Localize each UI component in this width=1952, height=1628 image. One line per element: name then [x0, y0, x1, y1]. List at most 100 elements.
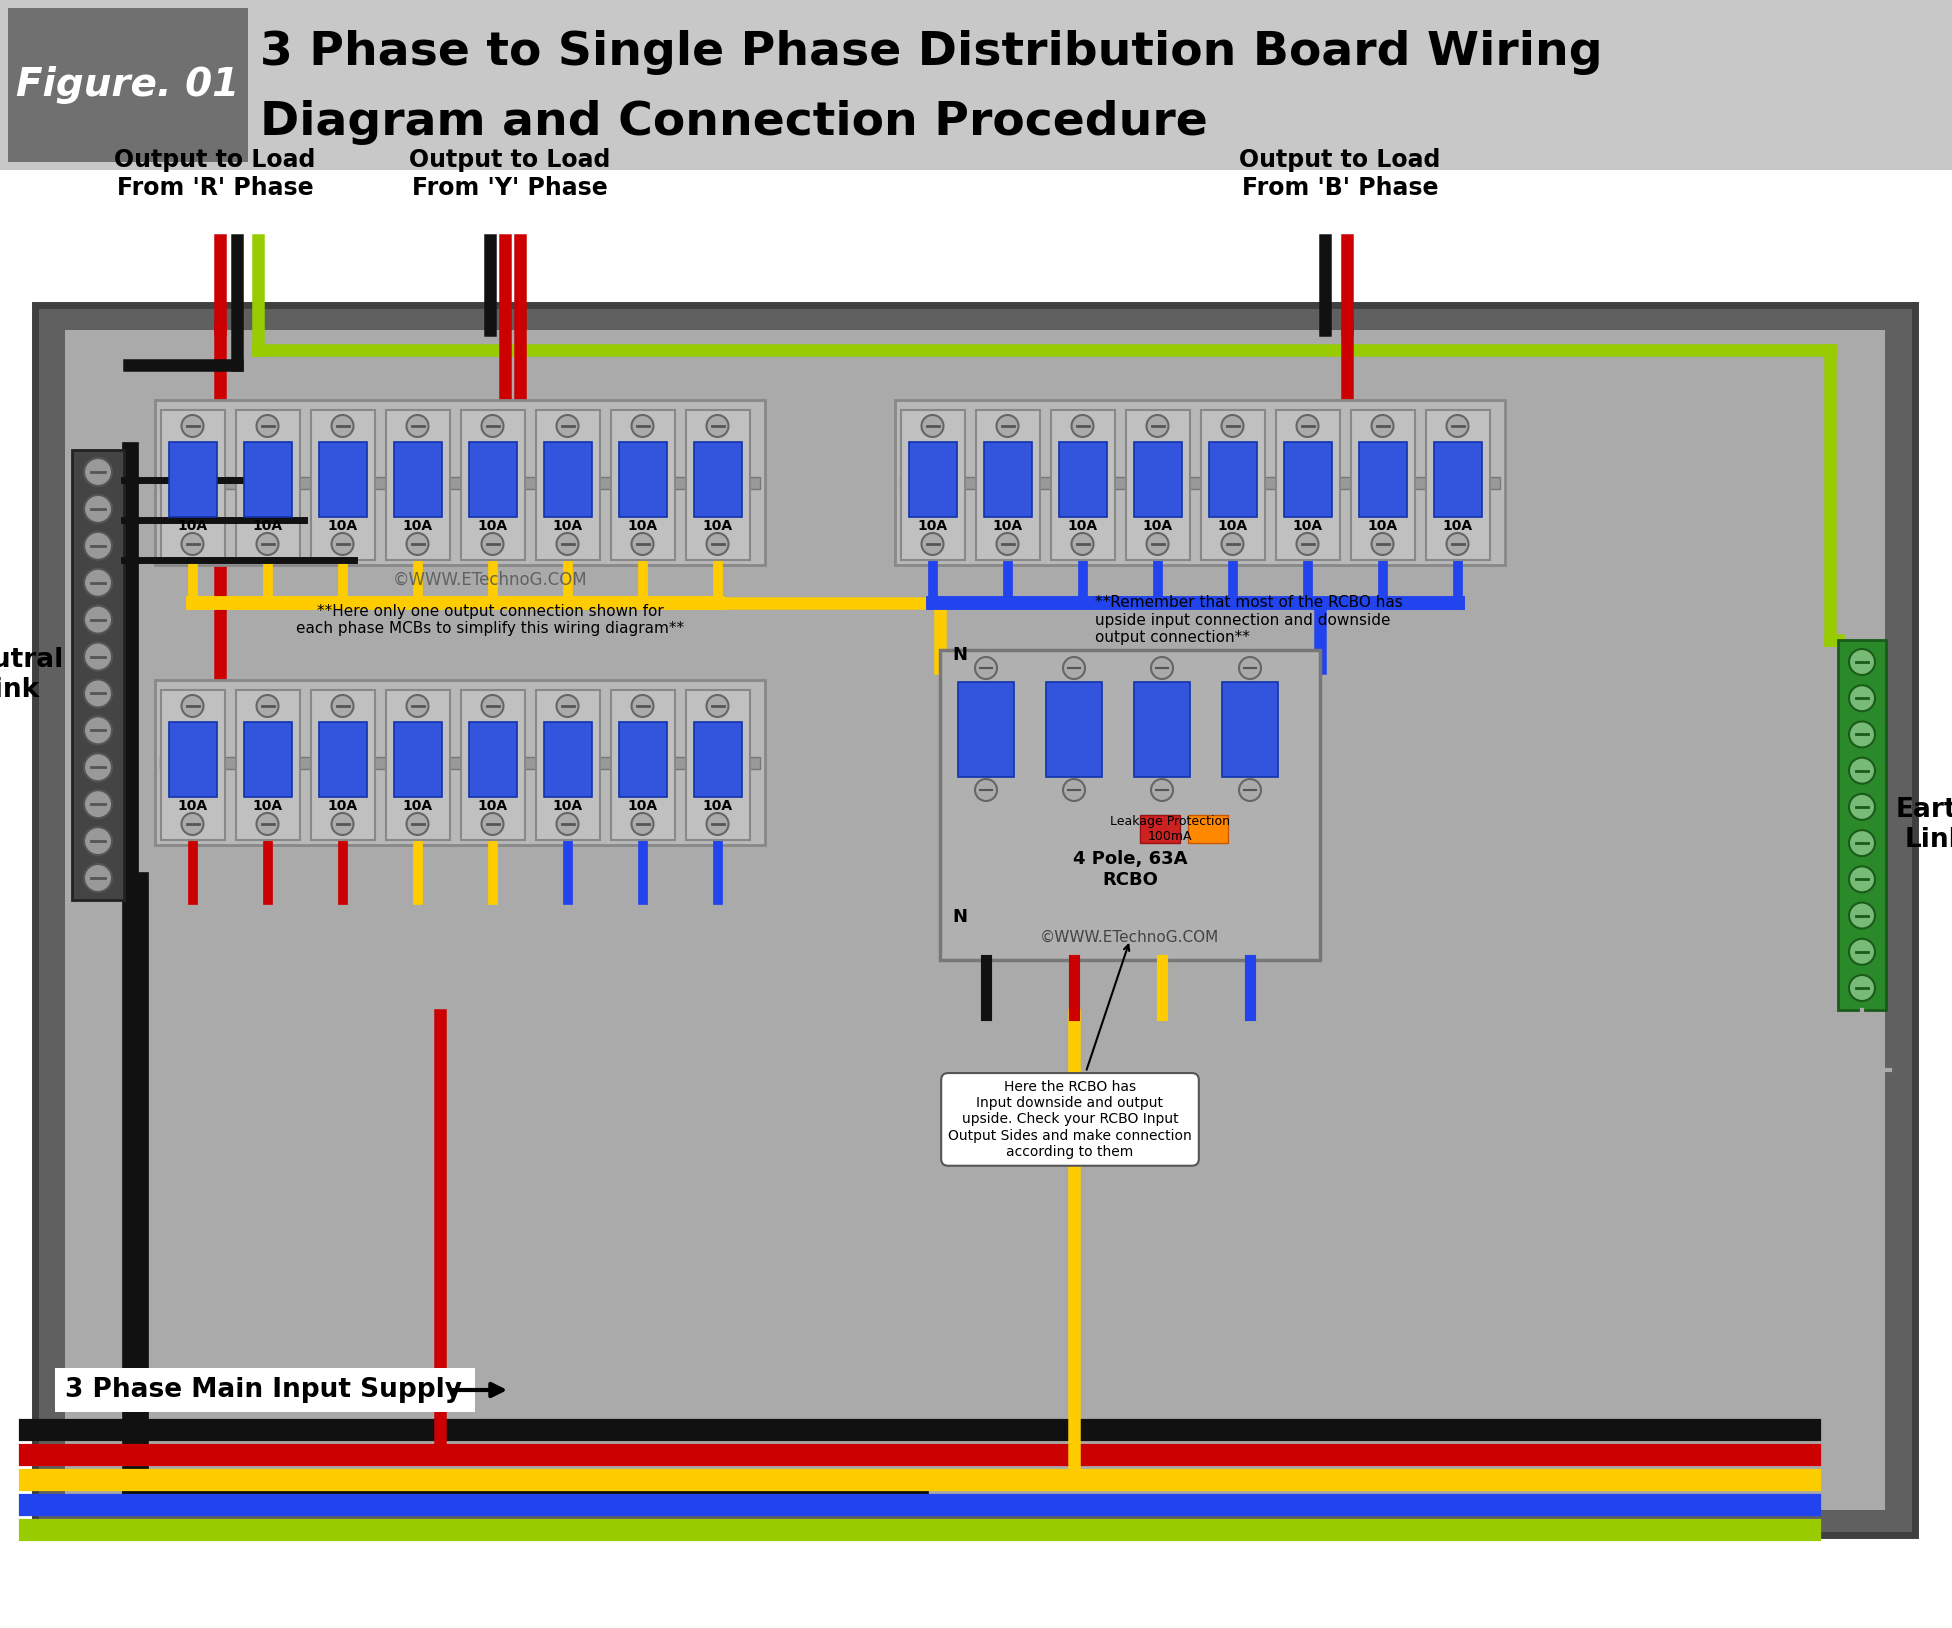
Bar — [900, 410, 964, 560]
Text: 10A: 10A — [178, 519, 207, 532]
Text: **Remember that most of the RCBO has
upside input connection and downside
output: **Remember that most of the RCBO has ups… — [1095, 596, 1403, 645]
Circle shape — [1240, 780, 1261, 801]
Circle shape — [1849, 650, 1876, 676]
Bar — [461, 690, 525, 840]
Text: 10A: 10A — [627, 519, 658, 532]
Circle shape — [182, 415, 203, 436]
Bar — [941, 650, 1320, 961]
Bar — [0, 0, 1952, 169]
Text: 10A: 10A — [178, 799, 207, 812]
Bar — [35, 304, 1915, 1535]
Text: 10A: 10A — [1443, 519, 1472, 532]
Bar — [310, 690, 375, 840]
Bar — [1359, 441, 1407, 518]
Circle shape — [84, 679, 111, 708]
Circle shape — [182, 695, 203, 716]
Bar — [244, 721, 291, 798]
Circle shape — [1849, 866, 1876, 892]
Bar — [900, 477, 1499, 488]
Circle shape — [707, 695, 728, 716]
Bar — [1134, 441, 1181, 518]
Bar — [468, 441, 517, 518]
Circle shape — [256, 532, 279, 555]
Bar — [1126, 410, 1189, 560]
Circle shape — [1072, 532, 1093, 555]
Circle shape — [1296, 415, 1318, 436]
Circle shape — [84, 532, 111, 560]
Bar — [236, 410, 299, 560]
Bar — [385, 690, 449, 840]
Text: 10A: 10A — [478, 799, 508, 812]
Bar — [1200, 410, 1265, 560]
Text: 10A: 10A — [1292, 519, 1323, 532]
Circle shape — [406, 695, 429, 716]
Bar — [619, 721, 666, 798]
Bar — [984, 441, 1031, 518]
Bar — [1046, 682, 1103, 777]
Circle shape — [1146, 415, 1169, 436]
Circle shape — [632, 415, 654, 436]
Text: 10A: 10A — [328, 799, 357, 812]
Circle shape — [1296, 532, 1318, 555]
Text: Earth
Link: Earth Link — [1895, 798, 1952, 853]
Circle shape — [182, 532, 203, 555]
Bar — [685, 410, 750, 560]
Circle shape — [1372, 415, 1394, 436]
Bar — [619, 441, 666, 518]
Text: 10A: 10A — [1368, 519, 1398, 532]
Circle shape — [1152, 780, 1173, 801]
Circle shape — [84, 754, 111, 781]
Circle shape — [84, 864, 111, 892]
Circle shape — [482, 695, 504, 716]
Text: 10A: 10A — [1218, 519, 1247, 532]
Bar — [236, 690, 299, 840]
Bar — [1275, 410, 1339, 560]
Text: 10A: 10A — [402, 799, 433, 812]
Circle shape — [1072, 415, 1093, 436]
Bar — [908, 441, 956, 518]
Bar — [1839, 640, 1886, 1009]
Circle shape — [921, 532, 943, 555]
Circle shape — [332, 415, 353, 436]
Bar — [685, 690, 750, 840]
Circle shape — [1849, 794, 1876, 821]
Bar — [154, 681, 765, 845]
Bar — [1189, 816, 1228, 843]
Circle shape — [1064, 658, 1085, 679]
Circle shape — [84, 790, 111, 819]
Bar — [1140, 816, 1181, 843]
Circle shape — [482, 415, 504, 436]
Circle shape — [1146, 532, 1169, 555]
Circle shape — [84, 495, 111, 523]
Text: ©WWW.ETechnoG.COM: ©WWW.ETechnoG.COM — [1040, 930, 1220, 944]
Circle shape — [1849, 685, 1876, 711]
Circle shape — [84, 827, 111, 855]
Bar — [896, 400, 1505, 565]
Text: **Here only one output connection shown for
each phase MCBs to simplify this wir: **Here only one output connection shown … — [297, 604, 683, 637]
Circle shape — [1222, 532, 1243, 555]
Bar — [1425, 410, 1489, 560]
Circle shape — [256, 415, 279, 436]
Text: Figure. 01: Figure. 01 — [16, 67, 240, 104]
Bar — [168, 441, 217, 518]
Text: Here the RCBO has
Input downside and output
upside. Check your RCBO Input
Output: Here the RCBO has Input downside and out… — [949, 944, 1193, 1159]
Circle shape — [632, 532, 654, 555]
Circle shape — [556, 812, 578, 835]
Bar — [976, 410, 1040, 560]
Text: 3 Phase to Single Phase Distribution Board Wiring: 3 Phase to Single Phase Distribution Boa… — [260, 29, 1603, 75]
Circle shape — [182, 812, 203, 835]
Circle shape — [1446, 532, 1468, 555]
Bar — [1284, 441, 1331, 518]
Bar — [1351, 410, 1415, 560]
Bar — [64, 330, 1886, 1511]
Circle shape — [1849, 830, 1876, 856]
Circle shape — [632, 695, 654, 716]
Bar — [318, 721, 367, 798]
Text: 10A: 10A — [402, 519, 433, 532]
Text: 10A: 10A — [917, 519, 947, 532]
Text: 3 Phase Main Input Supply: 3 Phase Main Input Supply — [64, 1377, 463, 1403]
Bar — [310, 410, 375, 560]
Circle shape — [707, 415, 728, 436]
Bar — [468, 721, 517, 798]
Text: Diagram and Connection Procedure: Diagram and Connection Procedure — [260, 99, 1208, 145]
